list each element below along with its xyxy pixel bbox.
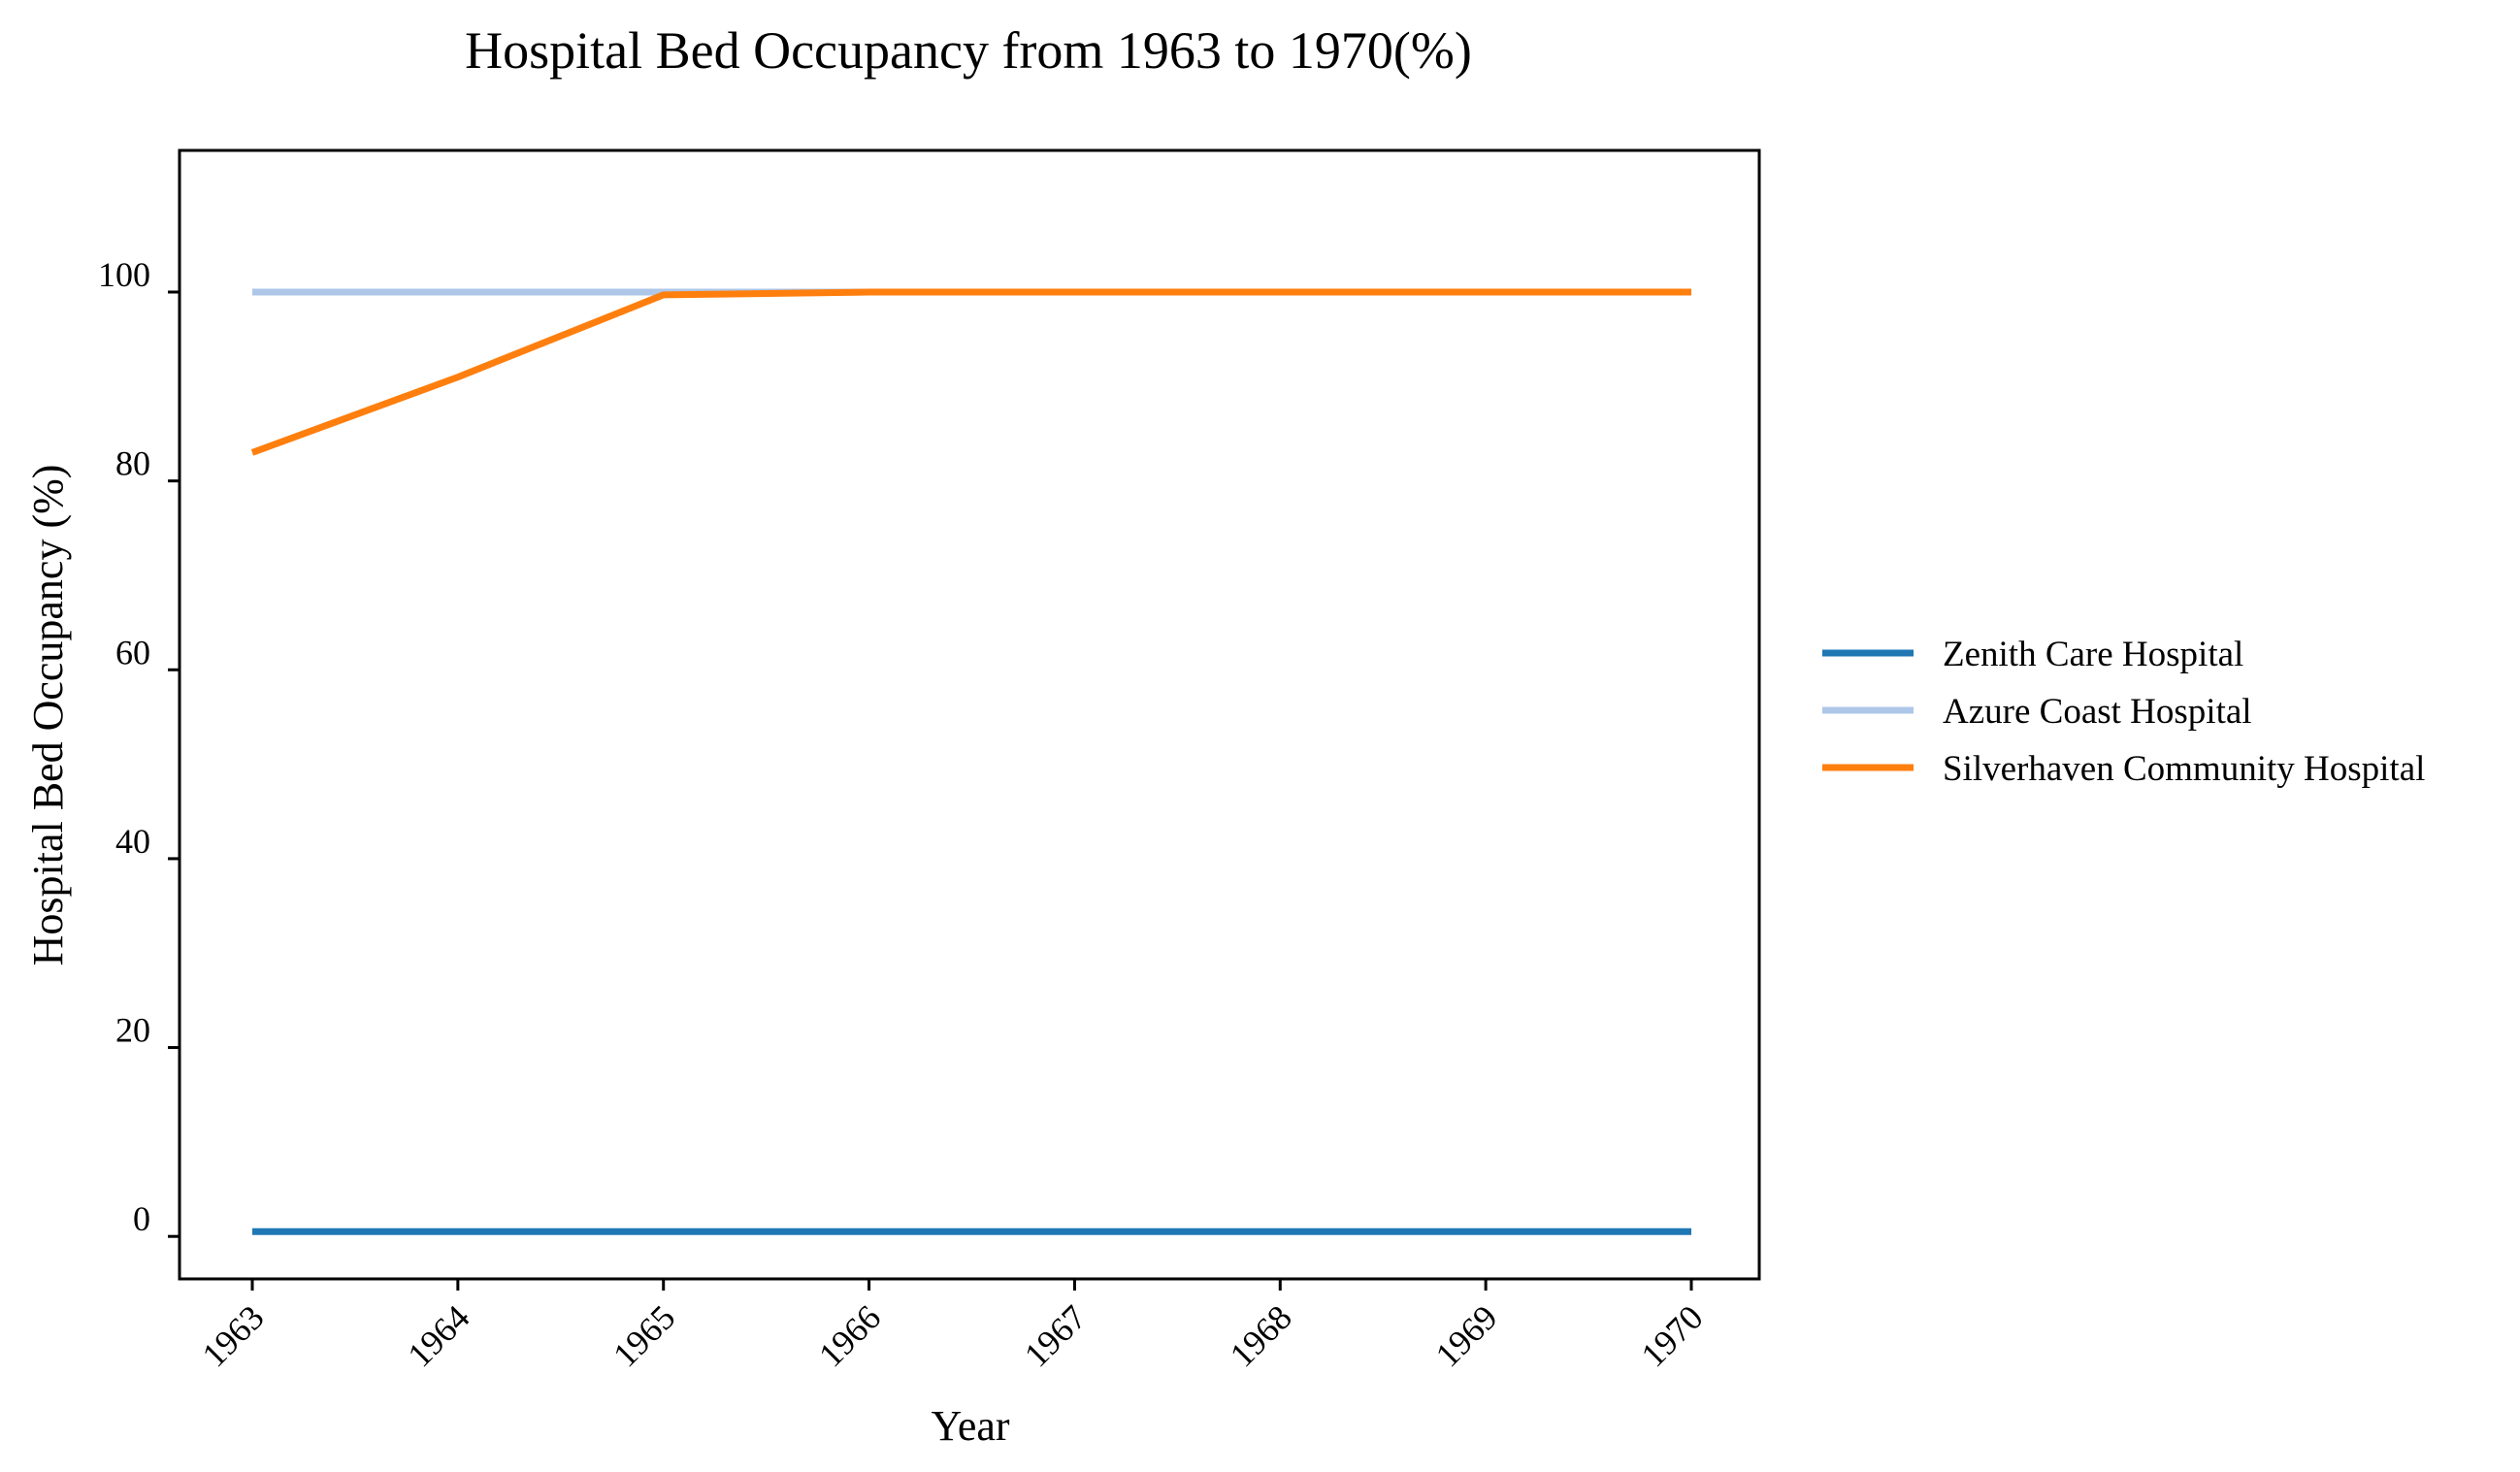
x-axis: 1963 1964 1965 1966 1967 1968 1969 1970 [194,1279,1711,1375]
x-tick-label: 1968 [1223,1297,1299,1374]
x-tick-label: 1965 [605,1297,682,1374]
x-tick-label: 1963 [194,1297,271,1374]
series-line-2 [250,288,1691,456]
y-axis: 0 20 40 60 80 100 [98,255,180,1238]
x-tick-label: 1966 [811,1297,888,1374]
legend-label-0: Zenith Care Hospital [1943,635,2243,674]
y-tick-label: 40 [115,822,150,861]
x-axis-label: Year [931,1402,1009,1450]
legend-label-1: Azure Coast Hospital [1943,692,2252,732]
legend: Zenith Care Hospital Azure Coast Hospital… [1822,635,2425,789]
series-layer [250,288,1691,1235]
y-tick-label: 0 [133,1199,150,1238]
y-tick-label: 20 [115,1011,150,1050]
x-tick-label: 1969 [1428,1297,1505,1374]
x-tick-label: 1964 [400,1297,476,1374]
plot-area-frame [178,148,1761,1281]
y-axis-label: Hospital Bed Occupancy (%) [24,465,72,966]
legend-label-2: Silverhaven Community Hospital [1943,749,2425,789]
y-tick-label: 100 [98,255,150,294]
x-tick-label: 1967 [1017,1297,1094,1374]
x-tick-label: 1970 [1633,1297,1710,1374]
y-tick-label: 60 [115,633,150,671]
chart-title: Hospital Bed Occupancy from 1963 to 1970… [465,21,1472,80]
y-tick-label: 80 [115,444,150,483]
